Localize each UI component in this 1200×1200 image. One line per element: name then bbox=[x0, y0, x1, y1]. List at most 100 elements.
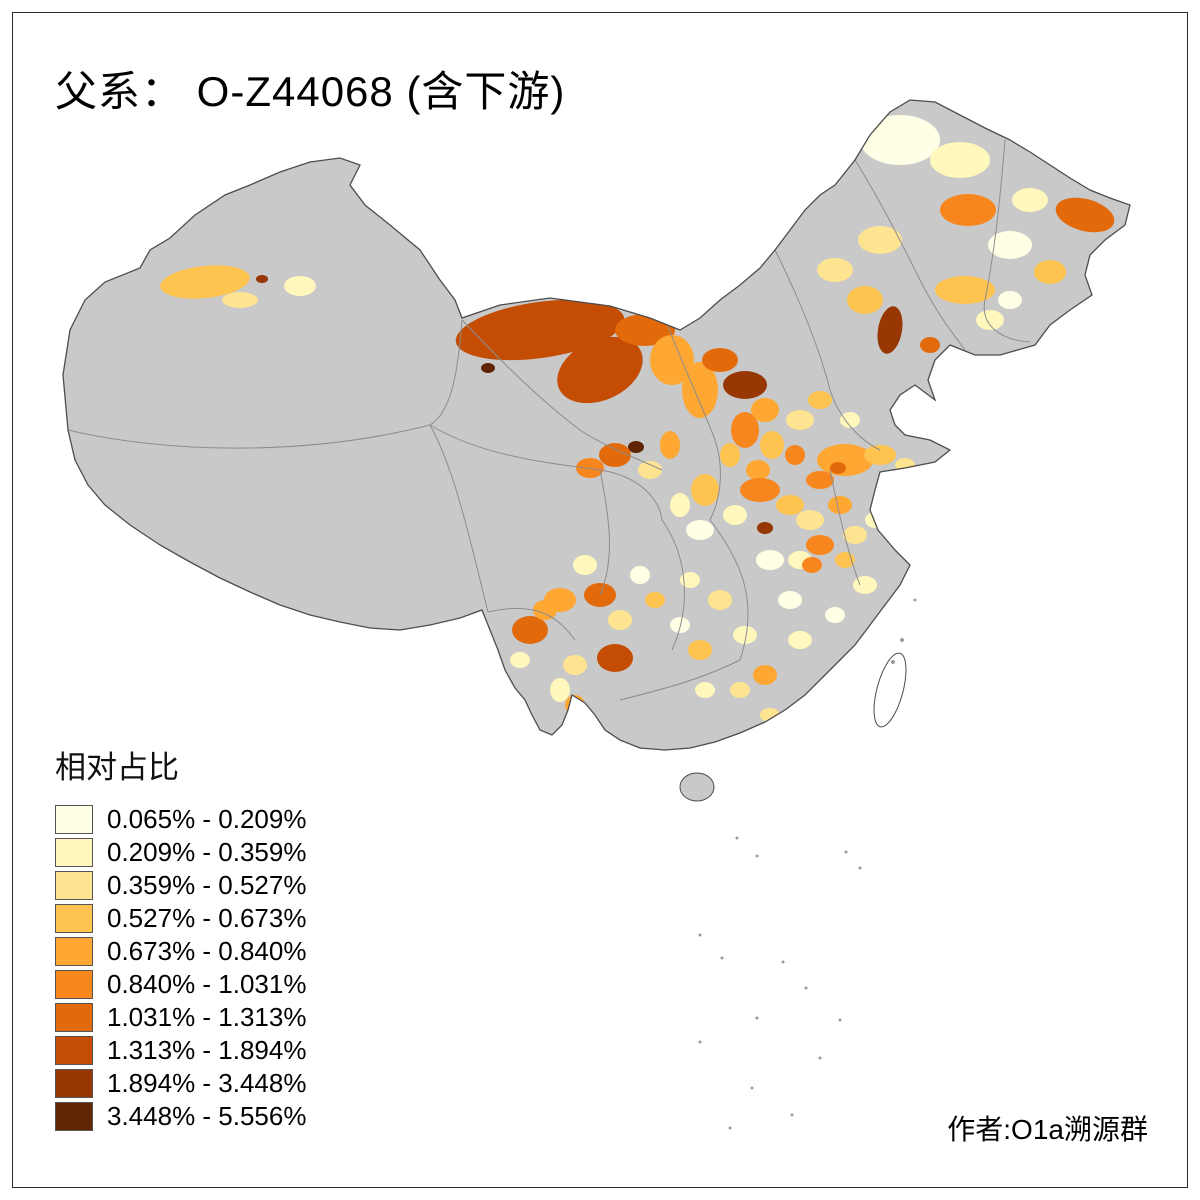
legend-label: 1.894% - 3.448% bbox=[107, 1068, 307, 1098]
taiwan-island bbox=[873, 652, 907, 728]
map-region bbox=[778, 591, 802, 609]
map-region bbox=[796, 510, 824, 530]
map-region bbox=[920, 337, 940, 353]
map-region bbox=[533, 600, 557, 620]
map-region bbox=[557, 336, 643, 404]
map-region bbox=[760, 431, 784, 459]
map-region bbox=[976, 310, 1004, 330]
province-borders bbox=[67, 139, 1031, 701]
map-region bbox=[550, 678, 570, 702]
map-region bbox=[731, 412, 759, 448]
map-region bbox=[723, 371, 767, 399]
legend-label: 0.359% - 0.527% bbox=[107, 870, 307, 900]
map-region bbox=[563, 655, 587, 675]
map-region bbox=[645, 592, 665, 608]
map-region bbox=[825, 607, 845, 623]
map-region bbox=[840, 412, 860, 428]
map-region bbox=[877, 306, 903, 354]
map-region bbox=[865, 512, 885, 528]
map-region bbox=[576, 458, 604, 478]
map-region bbox=[751, 398, 779, 422]
map-region bbox=[843, 526, 867, 544]
map-region bbox=[222, 292, 258, 308]
map-region bbox=[512, 616, 548, 644]
map-region bbox=[597, 644, 633, 672]
map-region bbox=[695, 682, 715, 698]
islands bbox=[679, 598, 917, 1130]
legend-item: 0.359% - 0.527% bbox=[55, 869, 306, 902]
legend-swatch bbox=[55, 805, 93, 834]
map-region bbox=[160, 265, 250, 299]
map-region bbox=[733, 626, 757, 644]
map-region bbox=[599, 443, 631, 467]
map-region bbox=[628, 441, 644, 453]
map-region bbox=[806, 471, 834, 489]
legend-item: 1.894% - 3.448% bbox=[55, 1067, 306, 1100]
map-region bbox=[650, 335, 694, 385]
legend-label: 3.448% - 5.556% bbox=[107, 1101, 307, 1131]
legend-swatch bbox=[55, 1036, 93, 1065]
map-region bbox=[786, 410, 814, 430]
legend-label: 0.840% - 1.031% bbox=[107, 969, 307, 999]
legend-swatch bbox=[55, 904, 93, 933]
map-region bbox=[660, 431, 680, 459]
map-region bbox=[753, 665, 777, 685]
legend-swatch bbox=[55, 937, 93, 966]
legend-swatch bbox=[55, 838, 93, 867]
map-region bbox=[688, 640, 712, 660]
legend-item: 3.448% - 5.556% bbox=[55, 1100, 306, 1133]
map-region bbox=[835, 552, 855, 568]
map-region bbox=[864, 445, 896, 465]
legend-item: 1.313% - 1.894% bbox=[55, 1034, 306, 1067]
map-region bbox=[817, 444, 873, 476]
map-region bbox=[930, 142, 990, 178]
legend-label: 0.065% - 0.209% bbox=[107, 804, 307, 834]
map-region bbox=[1055, 197, 1115, 233]
map-region bbox=[830, 462, 846, 474]
map-region bbox=[895, 458, 915, 472]
hainan-island bbox=[679, 772, 715, 802]
map-region bbox=[785, 445, 805, 465]
map-region bbox=[828, 496, 852, 514]
map-region bbox=[565, 695, 585, 715]
page-title: 父系： O-Z44068 (含下游) bbox=[55, 68, 566, 115]
map-region bbox=[988, 231, 1032, 259]
map-region bbox=[788, 631, 812, 649]
map-region bbox=[670, 617, 690, 633]
legend: 相对占比 0.065% - 0.209% 0.209% - 0.359% 0.359… bbox=[55, 742, 306, 1133]
legend-label: 1.313% - 1.894% bbox=[107, 1035, 307, 1065]
legend-swatch bbox=[55, 1102, 93, 1131]
map-region bbox=[757, 522, 773, 534]
map-region bbox=[730, 682, 750, 698]
map-region bbox=[1034, 260, 1066, 284]
legend-swatch bbox=[55, 1069, 93, 1098]
legend-swatch bbox=[55, 1003, 93, 1032]
map-region bbox=[802, 557, 822, 573]
legend-item: 0.065% - 0.209% bbox=[55, 803, 306, 836]
map-region bbox=[702, 348, 738, 372]
map-region bbox=[682, 362, 718, 418]
map-region bbox=[853, 576, 877, 594]
map-region bbox=[858, 226, 902, 254]
map-region bbox=[455, 299, 625, 361]
legend-item: 0.673% - 0.840% bbox=[55, 935, 306, 968]
map-region bbox=[481, 363, 495, 373]
legend-item: 0.840% - 1.031% bbox=[55, 968, 306, 1001]
map-region bbox=[776, 495, 804, 515]
legend-item: 0.209% - 0.359% bbox=[55, 836, 306, 869]
legend-item: 1.031% - 1.313% bbox=[55, 1001, 306, 1034]
map-region bbox=[746, 460, 770, 480]
legend-swatch bbox=[55, 871, 93, 900]
map-region bbox=[608, 610, 632, 630]
map-region bbox=[256, 275, 268, 283]
map-region bbox=[680, 572, 700, 588]
sea-islets bbox=[698, 598, 917, 1130]
map-region bbox=[1012, 188, 1048, 212]
map-region bbox=[691, 474, 719, 506]
map-region bbox=[573, 555, 597, 575]
map-region bbox=[638, 461, 662, 479]
legend-label: 0.673% - 0.840% bbox=[107, 936, 307, 966]
legend-items: 0.065% - 0.209% 0.209% - 0.359% 0.359% - 0… bbox=[55, 803, 306, 1133]
legend-swatch bbox=[55, 970, 93, 999]
